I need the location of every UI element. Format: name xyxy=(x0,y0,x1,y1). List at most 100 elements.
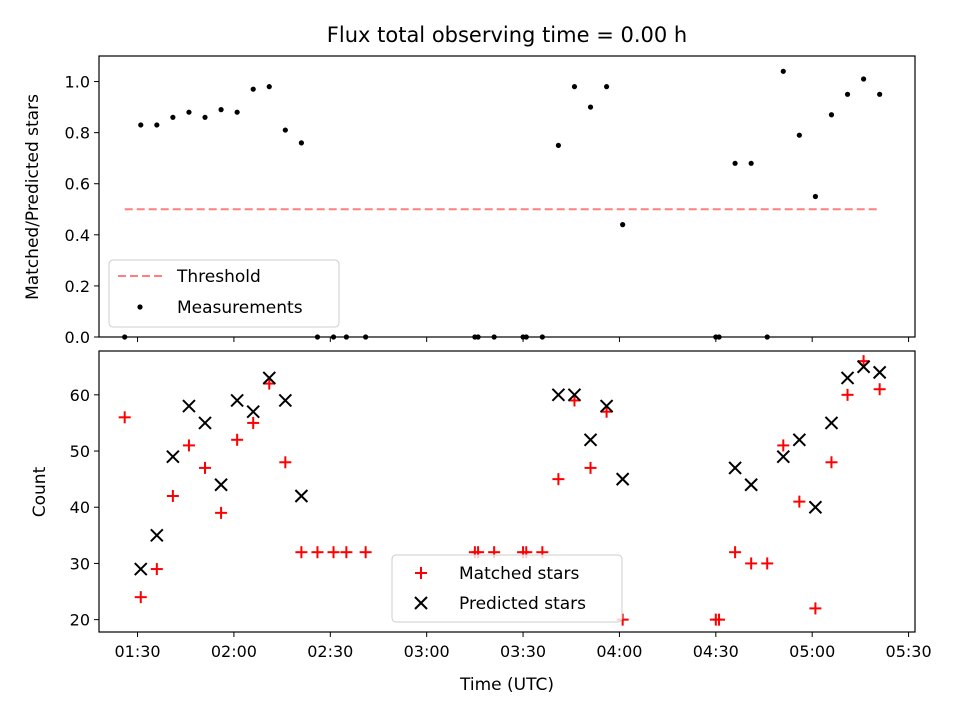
predicted-star-marker xyxy=(583,433,598,447)
predicted-star-marker xyxy=(214,478,228,492)
matched-star-marker xyxy=(340,546,353,559)
top-panel: 0.0 0.2 0.4 0.6 0.8 1.0 Matched/Predicted sta… xyxy=(23,55,916,347)
measurement-point xyxy=(555,142,562,149)
top-y-tick-label: 0.4 xyxy=(65,226,90,245)
matched-star-marker xyxy=(825,456,838,469)
measurement-point xyxy=(732,160,738,166)
predicted-star-marker xyxy=(246,404,260,419)
bottom-x-tick-label: 03:00 xyxy=(404,642,450,661)
measurement-point xyxy=(620,222,626,228)
matched-star-marker xyxy=(134,591,147,604)
matched-star-marker xyxy=(166,489,179,502)
matched-star-marker xyxy=(745,557,758,570)
bottom-x-tick-label: 02:00 xyxy=(211,642,257,661)
matched-star-marker xyxy=(215,506,228,519)
bottom-y-tick-label: 40 xyxy=(70,498,90,517)
bottom-legend: Matched stars Predicted stars xyxy=(391,554,623,623)
predicted-star-marker xyxy=(792,433,807,447)
measurement-point xyxy=(603,84,610,90)
matched-star-marker xyxy=(311,546,324,559)
top-legend: Threshold Measurements xyxy=(108,259,340,328)
matched-star-marker xyxy=(841,388,854,401)
measurement-point xyxy=(298,140,304,146)
predicted-star-marker xyxy=(856,360,871,374)
predicted-star-marker xyxy=(744,478,758,492)
top-legend-box xyxy=(108,259,340,328)
bottom-plot-marks xyxy=(118,355,887,626)
matched-star-marker xyxy=(231,433,244,446)
top-y-tick-label: 0.0 xyxy=(65,328,90,347)
bottom-axes-frame xyxy=(98,350,916,633)
measurement-point xyxy=(218,107,224,113)
measurement-point xyxy=(796,132,802,138)
top-y-tick-label: 1.0 xyxy=(65,73,90,92)
matched-star-marker xyxy=(552,473,565,486)
predicted-star-marker xyxy=(872,365,887,380)
matched-star-marker xyxy=(279,456,292,469)
measurement-point xyxy=(186,109,192,115)
predicted-star-marker xyxy=(150,528,164,543)
matched-star-marker xyxy=(857,355,870,368)
bottom-x-tick-label: 02:30 xyxy=(307,642,353,661)
top-axes-frame xyxy=(98,55,916,338)
matched-star-marker xyxy=(295,546,308,559)
bottom-y-tick-label: 20 xyxy=(70,611,90,630)
bottom-y-tick-label: 30 xyxy=(70,554,90,573)
legend-measurements-swatch xyxy=(137,304,143,310)
predicted-star-marker xyxy=(728,461,742,475)
predicted-star-marker xyxy=(824,416,839,430)
bottom-y-ticks: 20 30 40 50 60 xyxy=(70,386,99,630)
predicted-star-marker xyxy=(615,472,630,486)
measurement-point xyxy=(138,122,144,128)
measurement-point xyxy=(587,104,594,110)
predicted-star-marker xyxy=(166,449,180,464)
matched-star-marker xyxy=(713,613,726,626)
matched-star-marker xyxy=(150,563,163,576)
predicted-star-marker xyxy=(182,399,196,413)
bottom-x-tick-label: 05:30 xyxy=(886,642,932,661)
predicted-star-marker xyxy=(134,562,148,576)
top-y-tick-label: 0.2 xyxy=(65,277,90,296)
bottom-legend-box xyxy=(391,554,623,623)
measurement-point xyxy=(250,86,256,92)
legend-matched-label: Matched stars xyxy=(459,564,579,584)
matched-star-marker xyxy=(568,394,581,407)
matched-star-marker xyxy=(247,416,260,429)
top-y-ticks: 0.0 0.2 0.4 0.6 0.8 1.0 xyxy=(65,73,99,347)
matched-star-marker xyxy=(873,383,886,396)
predicted-star-marker xyxy=(262,371,276,385)
matched-star-marker xyxy=(729,546,742,559)
bottom-x-tick-label: 04:00 xyxy=(596,642,642,661)
matched-star-marker xyxy=(777,439,790,452)
measurement-point xyxy=(812,193,819,200)
legend-matched-swatch xyxy=(415,567,427,579)
bottom-x-tick-label: 01:30 xyxy=(114,642,160,661)
bottom-x-ticks: 01:30 02:00 02:30 03:00 03:30 04:00 04:30 05:00… xyxy=(114,632,932,661)
measurement-point xyxy=(234,109,240,115)
measurement-point xyxy=(571,84,578,90)
chart-title: Flux total observing time = 0.00 h xyxy=(327,23,687,47)
measurement-point xyxy=(844,91,851,97)
predicted-star-marker xyxy=(294,489,309,503)
measurement-point xyxy=(860,76,867,82)
matched-star-marker xyxy=(263,377,276,390)
predicted-star-marker xyxy=(840,371,855,385)
predicted-star-marker xyxy=(776,449,790,464)
bottom-y-tick-label: 50 xyxy=(70,442,90,461)
predicted-star-marker xyxy=(599,399,614,413)
predicted-star-marker xyxy=(278,393,293,408)
predicted-star-marker xyxy=(808,500,823,514)
legend-measurements-label: Measurements xyxy=(177,298,303,318)
matched-star-marker xyxy=(809,602,822,615)
bottom-y-axis-label: Count xyxy=(30,466,50,517)
matched-star-marker xyxy=(761,557,774,570)
predicted-star-marker xyxy=(198,416,212,430)
measurement-point xyxy=(748,160,754,166)
matched-star-marker xyxy=(199,461,212,474)
predicted-star-marker xyxy=(567,388,582,402)
matched-star-marker xyxy=(182,439,195,452)
measurement-point xyxy=(202,114,208,120)
bottom-x-tick-label: 03:30 xyxy=(500,642,546,661)
bottom-x-tick-label: 04:30 xyxy=(693,642,739,661)
